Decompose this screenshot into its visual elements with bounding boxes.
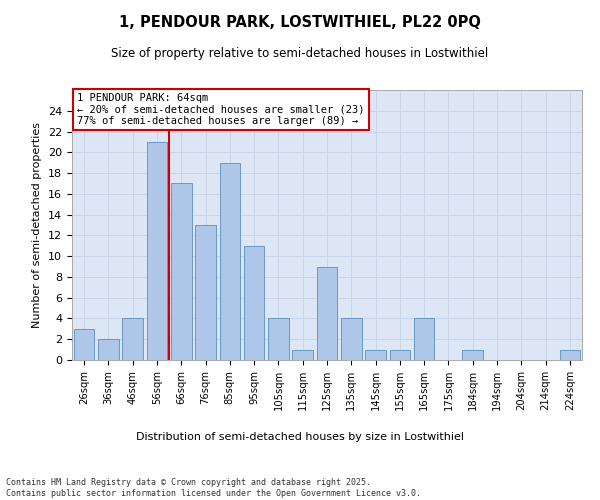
Bar xyxy=(122,318,143,360)
Bar xyxy=(220,162,240,360)
Text: Contains HM Land Registry data © Crown copyright and database right 2025.
Contai: Contains HM Land Registry data © Crown c… xyxy=(6,478,421,498)
Bar xyxy=(414,318,434,360)
Bar xyxy=(365,350,386,360)
Bar xyxy=(244,246,265,360)
Text: 1, PENDOUR PARK, LOSTWITHIEL, PL22 0PQ: 1, PENDOUR PARK, LOSTWITHIEL, PL22 0PQ xyxy=(119,15,481,30)
Bar xyxy=(268,318,289,360)
Bar xyxy=(463,350,483,360)
Text: Distribution of semi-detached houses by size in Lostwithiel: Distribution of semi-detached houses by … xyxy=(136,432,464,442)
Bar xyxy=(341,318,362,360)
Bar xyxy=(317,266,337,360)
Bar xyxy=(74,329,94,360)
Bar xyxy=(171,184,191,360)
Bar xyxy=(146,142,167,360)
Text: Size of property relative to semi-detached houses in Lostwithiel: Size of property relative to semi-detach… xyxy=(112,48,488,60)
Bar xyxy=(195,225,216,360)
Text: 1 PENDOUR PARK: 64sqm
← 20% of semi-detached houses are smaller (23)
77% of semi: 1 PENDOUR PARK: 64sqm ← 20% of semi-deta… xyxy=(77,92,365,126)
Bar xyxy=(292,350,313,360)
Bar xyxy=(98,339,119,360)
Bar xyxy=(560,350,580,360)
Bar xyxy=(389,350,410,360)
Y-axis label: Number of semi-detached properties: Number of semi-detached properties xyxy=(32,122,43,328)
